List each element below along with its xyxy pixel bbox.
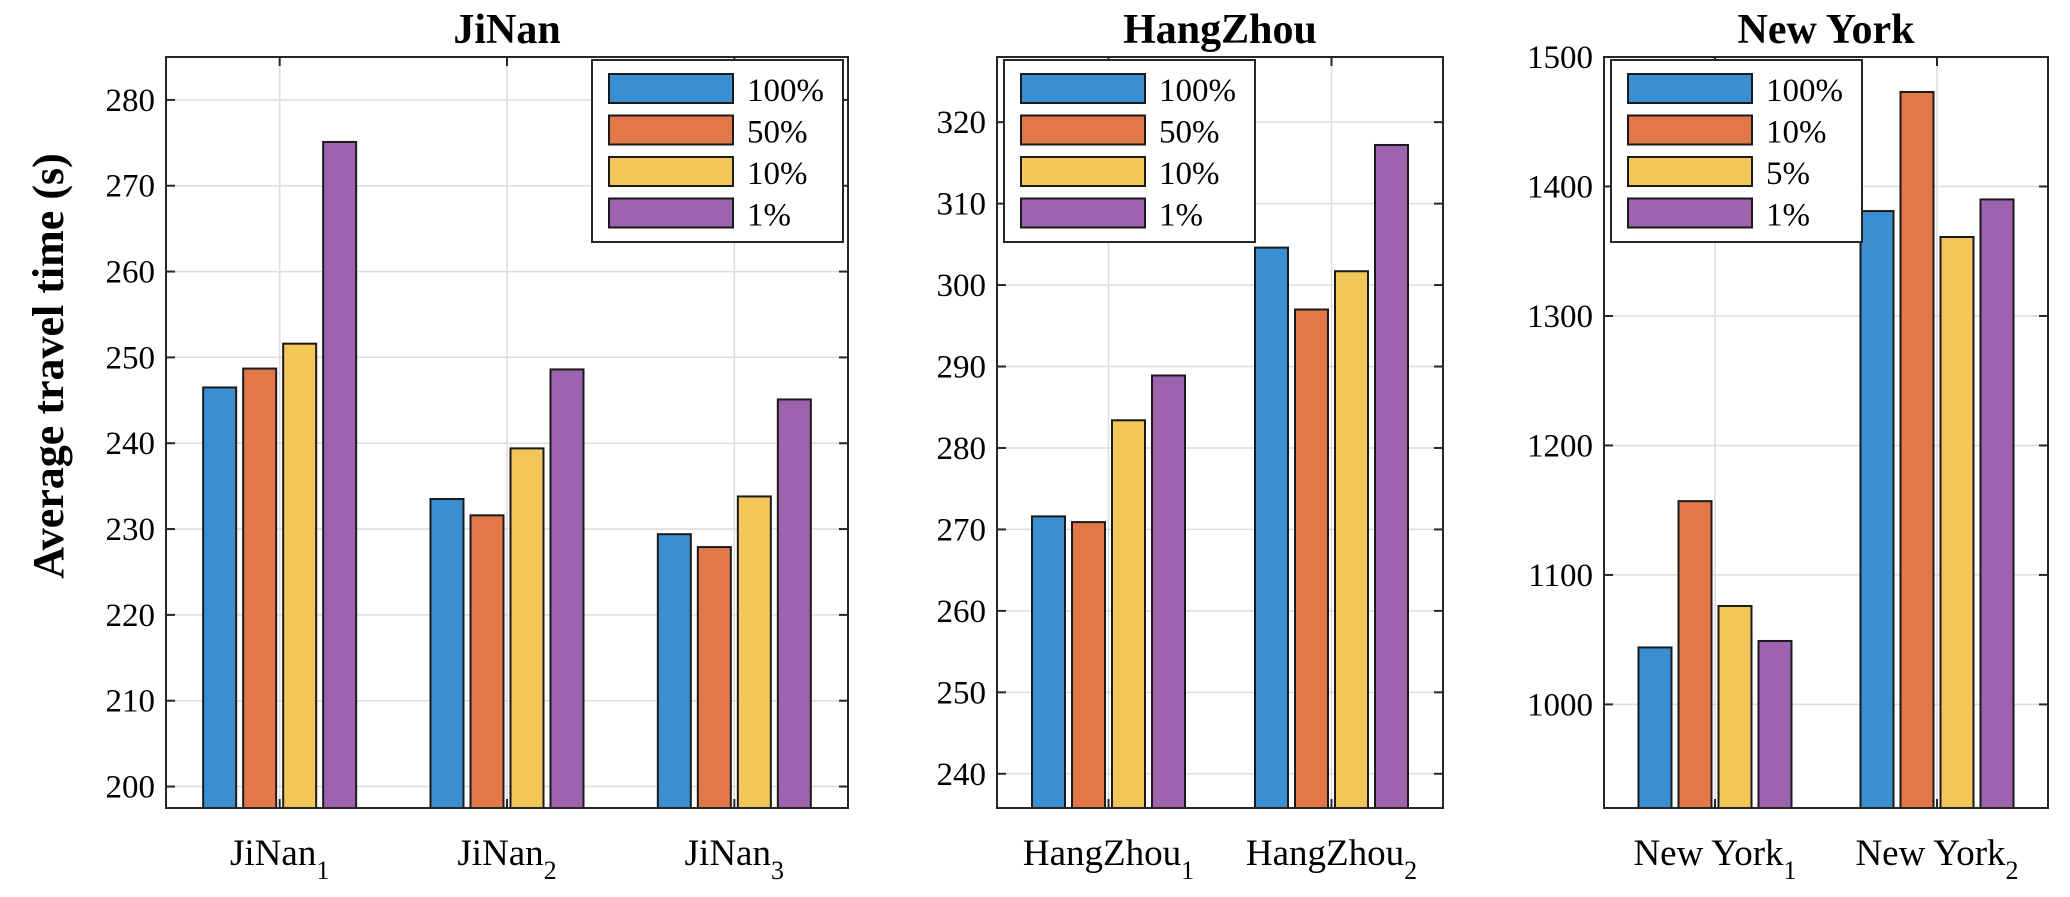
legend-label: 50% xyxy=(747,115,808,151)
legend-swatch xyxy=(608,197,734,229)
legend-swatch xyxy=(608,114,734,146)
y-tick-label: 250 xyxy=(106,340,156,376)
bar-1-series-4 xyxy=(1757,639,1793,809)
y-tick-label: 1300 xyxy=(1527,299,1593,335)
chart-title: HangZhou xyxy=(1123,7,1317,53)
y-tick-label: 1100 xyxy=(1528,558,1593,594)
legend-swatch xyxy=(1020,114,1146,146)
legend-swatch xyxy=(1627,73,1753,104)
legend-label: 10% xyxy=(747,156,808,192)
legend: 100% 50% 10% 1% xyxy=(591,59,844,243)
chart-panel-1: 200 210 220 230 240 250 260 270 280 JiNan1 JiNan2 J… xyxy=(106,7,849,885)
bar-2-series-4 xyxy=(1979,198,2015,809)
bar-2-series-4 xyxy=(1374,143,1409,810)
y-tick-label: 260 xyxy=(937,594,987,630)
legend-label: 10% xyxy=(1766,115,1827,151)
legend-label: 1% xyxy=(1159,198,1203,234)
x-tick-label: New York2 xyxy=(1855,833,2018,885)
bar-2-series-4 xyxy=(549,368,585,809)
y-tick-label: 280 xyxy=(106,83,156,119)
bar-1-series-3 xyxy=(1111,419,1146,809)
chart-panel-3: 1000 1100 1200 1300 1400 1500 New York1 New Yor… xyxy=(1527,7,2049,885)
legend-swatch xyxy=(608,73,734,104)
bar-2-series-3 xyxy=(1939,235,1975,810)
chart-panel-2: 240 250 260 270 280 290 300 310 320 HangZhou1 Hang… xyxy=(937,7,1444,885)
y-tick-label: 230 xyxy=(106,512,156,548)
y-tick-label: 280 xyxy=(937,431,987,467)
bar-2-series-1 xyxy=(1254,246,1289,809)
x-tick-label: JiNan2 xyxy=(457,833,556,885)
x-tick-label: New York1 xyxy=(1633,833,1796,885)
bar-2-series-1 xyxy=(429,498,465,809)
legend-label: 1% xyxy=(747,198,791,234)
legend-swatch xyxy=(1627,156,1753,187)
bar-2-series-2 xyxy=(1294,308,1329,809)
legend-swatch xyxy=(1627,197,1753,229)
legend-swatch xyxy=(1020,197,1146,229)
y-axis-label: Average travel time (s) xyxy=(24,153,73,579)
y-tick-label: 260 xyxy=(106,255,156,291)
x-tick-label: HangZhou1 xyxy=(1023,833,1194,885)
y-tick-label: 240 xyxy=(106,426,156,462)
legend: 100% 10% 5% 1% xyxy=(1610,59,1863,243)
y-tick-label: 1400 xyxy=(1527,169,1593,205)
legend-swatch xyxy=(608,156,734,187)
chart-title: New York xyxy=(1738,7,1916,53)
y-tick-label: 300 xyxy=(937,268,987,304)
bar-1-series-1 xyxy=(202,386,238,809)
bar-1-series-1 xyxy=(1031,515,1066,809)
y-tick-label: 310 xyxy=(937,187,987,223)
y-tick-label: 270 xyxy=(106,169,156,205)
bar-1-series-2 xyxy=(1677,500,1713,809)
legend-swatch xyxy=(1020,156,1146,187)
bar-1-series-2 xyxy=(1071,521,1106,809)
bar-1-series-2 xyxy=(242,367,278,809)
bar-3-series-3 xyxy=(736,495,772,809)
legend-label: 1% xyxy=(1766,198,1810,234)
bar-2-series-1 xyxy=(1859,210,1895,810)
legend: 100% 50% 10% 1% xyxy=(1003,59,1256,243)
y-tick-label: 220 xyxy=(106,598,156,634)
axes-box xyxy=(1603,56,2049,809)
bar-1-series-3 xyxy=(1717,605,1753,809)
y-tick-label: 250 xyxy=(937,675,987,711)
y-tick-label: 210 xyxy=(106,684,156,720)
bar-1-series-4 xyxy=(322,140,358,810)
axes-box xyxy=(996,56,1444,809)
bar-3-series-2 xyxy=(696,546,732,809)
bar-2-series-3 xyxy=(1334,270,1369,809)
bar-1-series-3 xyxy=(282,342,318,809)
y-tick-label: 1000 xyxy=(1527,687,1593,723)
legend-label: 10% xyxy=(1159,156,1220,192)
bar-3-series-4 xyxy=(776,398,812,809)
legend-label: 5% xyxy=(1766,156,1810,192)
y-tick-label: 270 xyxy=(937,512,987,548)
chart-title: JiNan xyxy=(453,7,560,53)
bar-3-series-1 xyxy=(656,533,692,809)
legend-label: 100% xyxy=(1159,73,1236,109)
legend-label: 100% xyxy=(747,73,824,109)
x-tick-label: JiNan1 xyxy=(230,833,329,885)
legend-label: 50% xyxy=(1159,115,1220,151)
legend-swatch xyxy=(1627,114,1753,146)
bar-2-series-2 xyxy=(469,514,505,809)
y-tick-label: 320 xyxy=(937,105,987,141)
bar-1-series-1 xyxy=(1637,646,1673,810)
legend-swatch xyxy=(1020,73,1146,104)
y-tick-label: 200 xyxy=(106,770,156,806)
legend-label: 100% xyxy=(1766,73,1843,109)
y-tick-label: 290 xyxy=(937,350,987,386)
y-tick-label: 240 xyxy=(937,757,987,793)
y-tick-label: 1200 xyxy=(1527,428,1593,464)
x-tick-label: JiNan3 xyxy=(685,833,784,885)
bar-2-series-3 xyxy=(509,447,545,809)
bar-1-series-4 xyxy=(1151,374,1186,809)
x-tick-label: HangZhou2 xyxy=(1246,833,1417,885)
y-tick-label: 1500 xyxy=(1527,40,1593,76)
bar-2-series-2 xyxy=(1899,90,1935,810)
